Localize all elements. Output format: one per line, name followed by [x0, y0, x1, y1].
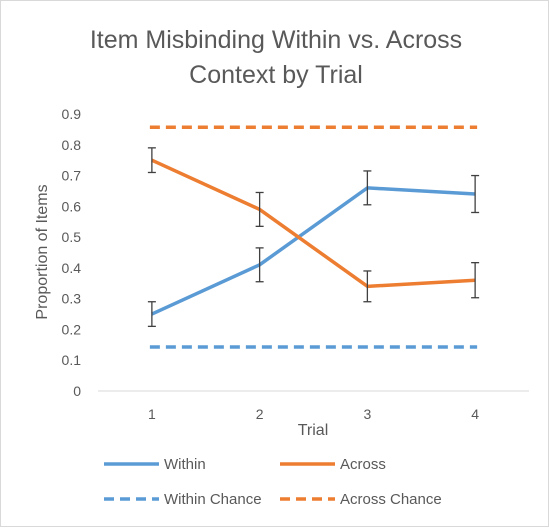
x-tick-labels: 1 2 3 4 — [148, 406, 479, 422]
error-bars — [147, 147, 480, 328]
legend-label-across-chance: Across Chance — [340, 491, 442, 508]
x-tick-label: 2 — [256, 406, 264, 422]
series-lines — [149, 125, 478, 349]
legend-label-within-chance: Within Chance — [164, 491, 262, 508]
y-tick-label: 0.3 — [62, 291, 82, 307]
y-tick-label: 0 — [73, 383, 81, 399]
y-tick-labels: 0 0.1 0.2 0.3 0.4 0.5 0.6 0.7 0.8 0.9 — [62, 106, 82, 399]
y-tick-label: 0.7 — [62, 168, 82, 184]
series-line-within — [151, 186, 476, 316]
y-tick-label: 0.4 — [62, 260, 82, 276]
chart-title-line-1: Item Misbinding Within vs. Across — [90, 26, 462, 54]
legend-label-within: Within — [164, 456, 206, 473]
legend-label-across: Across — [340, 456, 386, 473]
y-tick-label: 0.5 — [62, 229, 82, 245]
y-axis-label: Proportion of Items — [34, 184, 51, 319]
y-tick-label: 0.1 — [62, 352, 82, 368]
y-tick-label: 0.6 — [62, 198, 82, 214]
x-axis-label: Trial — [298, 422, 329, 439]
x-tick-label: 1 — [148, 406, 156, 422]
x-tick-label: 4 — [471, 406, 479, 422]
x-tick-label: 3 — [363, 406, 371, 422]
legend: Within Across Within Chance Across Chance — [104, 456, 442, 508]
y-tick-label: 0.8 — [62, 137, 82, 153]
series-line-across — [151, 158, 476, 289]
chart-title-line-2: Context by Trial — [189, 61, 363, 89]
y-tick-label: 0.2 — [62, 321, 82, 337]
y-tick-label: 0.9 — [62, 106, 82, 122]
